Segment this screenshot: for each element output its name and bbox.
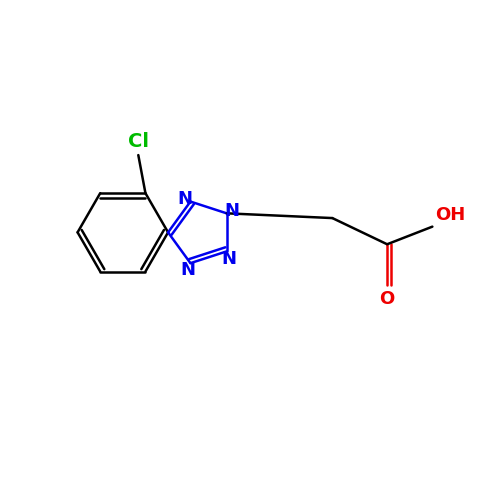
Text: N: N <box>225 202 240 220</box>
Text: O: O <box>379 290 395 308</box>
Text: N: N <box>181 262 195 279</box>
Text: N: N <box>221 250 237 268</box>
Text: N: N <box>177 190 192 208</box>
Text: Cl: Cl <box>128 132 149 151</box>
Text: OH: OH <box>435 206 465 224</box>
